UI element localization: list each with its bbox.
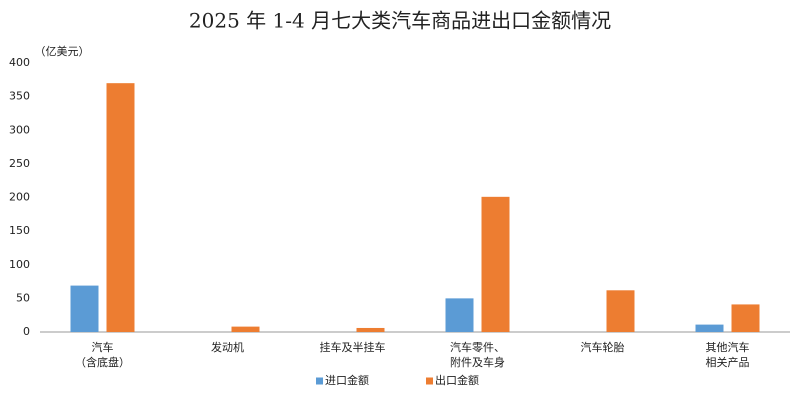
bar: [606, 290, 635, 332]
bar: [231, 326, 260, 332]
bar: [481, 196, 510, 332]
y-axis-label: （亿美元）: [35, 45, 90, 58]
y-tick-label: 250: [9, 157, 30, 170]
y-tick-label: 100: [9, 258, 30, 271]
x-tick-label: 汽车轮胎: [581, 340, 625, 354]
bar: [106, 83, 135, 332]
x-tick-label: 挂车及半挂车: [320, 340, 386, 354]
bar: [70, 285, 99, 332]
legend-label: 进口金额: [325, 373, 369, 387]
y-tick-label: 300: [9, 123, 30, 136]
x-tick-label: 其他汽车相关产品: [706, 340, 750, 369]
legend-swatch: [316, 377, 323, 385]
y-tick-label: 50: [16, 291, 30, 304]
y-tick-label: 200: [9, 191, 30, 204]
bar: [445, 298, 474, 332]
y-tick-label: 150: [9, 224, 30, 237]
y-tick-label: 350: [9, 90, 30, 103]
legend-label: 出口金额: [435, 373, 479, 387]
legend-swatch: [426, 377, 433, 385]
bar: [695, 324, 724, 332]
x-tick-label: 汽车（含底盘）: [75, 340, 130, 369]
y-tick-label: 0: [23, 325, 30, 338]
x-tick-label: 汽车零件、附件及车身: [450, 340, 505, 369]
bar: [731, 304, 760, 332]
chart-title: 2025 年 1-4 月七大类汽车商品进出口金额情况: [189, 9, 611, 33]
bar: [356, 327, 385, 332]
y-tick-label: 400: [9, 56, 30, 69]
x-tick-label: 发动机: [211, 340, 244, 354]
